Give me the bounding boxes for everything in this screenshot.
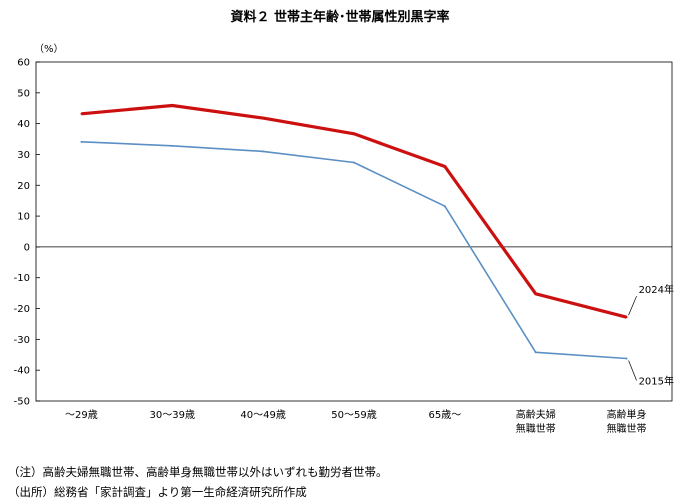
data-point — [625, 357, 628, 360]
y-tick-label: 30 — [17, 150, 30, 161]
data-point — [353, 161, 355, 164]
y-tick-label: 20 — [17, 181, 30, 192]
x-category-label: 50～59歳 — [331, 409, 376, 421]
y-tick-label: 40 — [17, 119, 30, 130]
data-point — [353, 132, 355, 135]
series-line-0 — [81, 103, 627, 319]
y-tick-label: -40 — [14, 366, 30, 377]
y-tick-label: 0 — [24, 242, 30, 253]
data-point — [443, 165, 446, 168]
source-note: （出所）総務省「家計調査」より第一生命経済研究所作成 — [8, 485, 307, 499]
data-point — [171, 144, 174, 147]
y-tick-label: -10 — [14, 273, 30, 284]
x-category-label: 高齢単身 — [607, 408, 647, 421]
y-tick-label: -30 — [14, 335, 30, 346]
y-tick-label: -50 — [14, 397, 30, 408]
series-leader-line — [628, 360, 637, 381]
series-line-1 — [81, 141, 627, 360]
series-leader-line — [628, 296, 637, 316]
x-category-label: 無職世帯 — [607, 422, 647, 435]
x-category-label: ～29歳 — [65, 409, 98, 421]
data-point — [534, 351, 537, 354]
chart-title: 資料２ 世帯主年齢･世帯属性別黒字率 — [230, 9, 449, 25]
y-tick-label: 50 — [17, 88, 30, 99]
y-axis-unit-label: （%） — [34, 43, 64, 55]
data-point — [80, 140, 83, 143]
x-category-label: 30～39歳 — [150, 409, 195, 421]
data-point — [262, 150, 265, 153]
series-label: 2015年 — [639, 374, 674, 387]
data-point — [80, 112, 83, 115]
data-point — [443, 205, 446, 208]
x-category-label: 65歳～ — [428, 409, 461, 421]
data-point — [534, 292, 537, 295]
y-tick-label: -20 — [14, 304, 30, 315]
data-point — [171, 104, 174, 107]
plot-area — [35, 61, 673, 402]
series-label: 2024年 — [639, 283, 674, 296]
footnote: （注）高齢夫婦無職世帯、高齢単身無職世帯以外はいずれも勤労者世帯。 — [8, 465, 388, 479]
x-category-label: 高齢夫婦 — [516, 408, 556, 421]
y-tick-label: 60 — [17, 58, 30, 69]
data-point — [262, 117, 265, 120]
x-category-label: 無職世帯 — [516, 422, 556, 435]
x-category-label: 40～49歳 — [240, 409, 285, 421]
data-point — [625, 316, 628, 319]
y-tick-label: 10 — [17, 212, 30, 223]
